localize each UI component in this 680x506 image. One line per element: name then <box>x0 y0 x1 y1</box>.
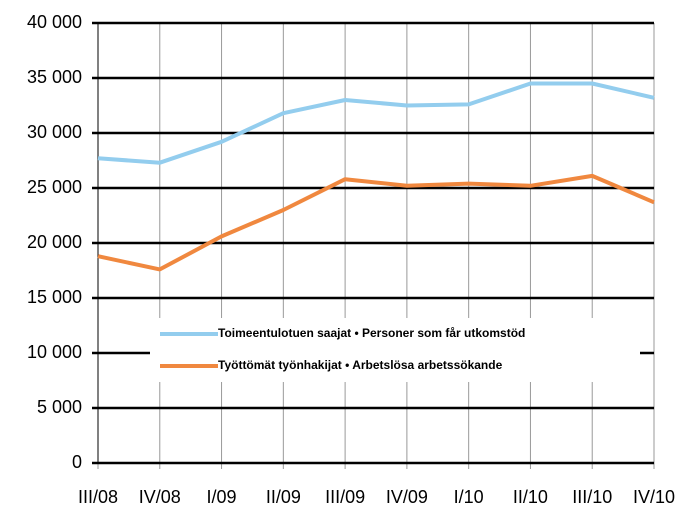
x-tick-label: II/10 <box>513 487 548 506</box>
y-tick-label: 5 000 <box>37 397 82 417</box>
x-tick-label: I/10 <box>454 487 484 506</box>
y-tick-label: 35 000 <box>27 67 82 87</box>
x-tick-label: IV/09 <box>386 487 428 506</box>
x-tick-label: I/09 <box>207 487 237 506</box>
legend-box <box>150 318 640 382</box>
series-line <box>97 173 655 272</box>
legend-label: Työttömät työnhakijat • Arbetslösa arbet… <box>218 358 503 372</box>
y-tick-label: 15 000 <box>27 287 82 307</box>
y-tick-label: 30 000 <box>27 122 82 142</box>
y-tick-label: 40 000 <box>27 12 82 32</box>
y-tick-label: 25 000 <box>27 177 82 197</box>
x-tick-label: III/09 <box>325 487 365 506</box>
y-tick-label: 0 <box>72 452 82 472</box>
y-tick-label: 20 000 <box>27 232 82 252</box>
x-tick-label: II/09 <box>266 487 301 506</box>
x-tick-label: III/08 <box>78 487 118 506</box>
series-line <box>97 81 655 165</box>
x-tick-label: IV/10 <box>633 487 675 506</box>
x-tick-label: IV/08 <box>139 487 181 506</box>
x-tick-label: III/10 <box>572 487 612 506</box>
legend-label: Toimeentulotuen saajat • Personer som få… <box>218 326 525 340</box>
y-tick-label: 10 000 <box>27 342 82 362</box>
